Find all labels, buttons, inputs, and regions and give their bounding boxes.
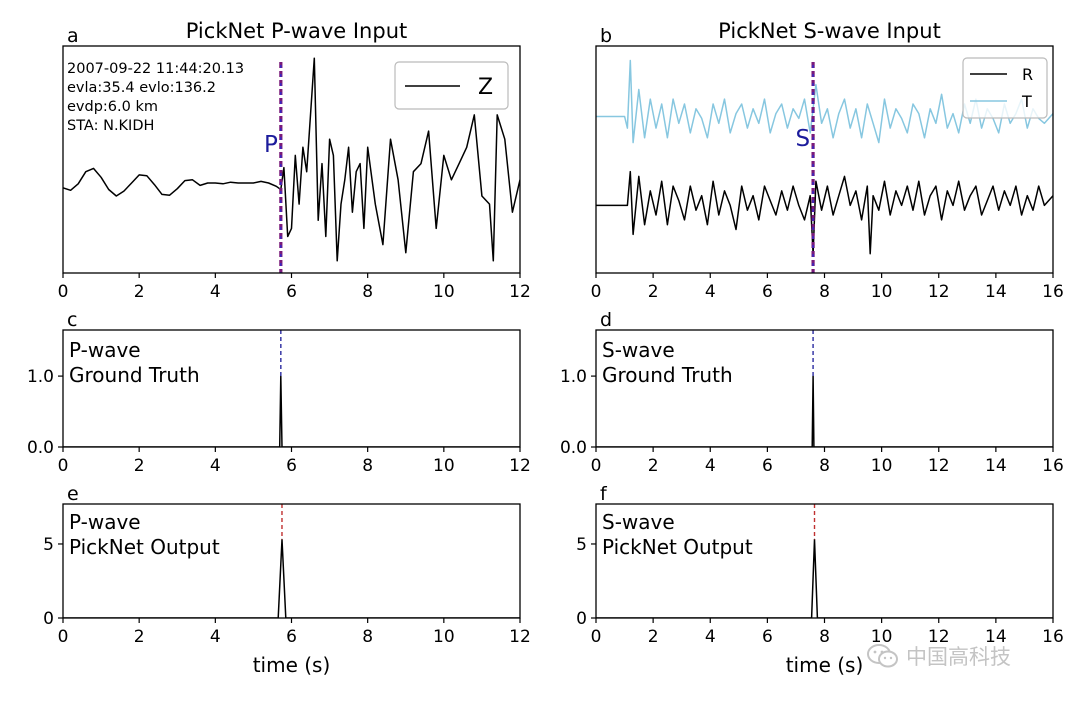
- x-tick-label-c-6: 6: [286, 456, 297, 476]
- series-line-d-0: [596, 375, 1053, 447]
- x-tick-label-e-10: 10: [433, 627, 455, 647]
- x-tick-label-b-4: 4: [705, 282, 716, 302]
- series-line-b-R: [596, 170, 1053, 255]
- panel-label-c-1: Ground Truth: [69, 363, 200, 387]
- panel-label-d-0: S-wave: [602, 338, 675, 362]
- x-tick-label-b-2: 2: [648, 282, 659, 302]
- y-tick-label-c-1: 1.0: [27, 367, 54, 387]
- panel-title-b: PickNet S-wave Input: [718, 19, 941, 43]
- x-tick-label-f-2: 2: [648, 627, 659, 647]
- panel-label-c-0: P-wave: [69, 338, 141, 362]
- x-tick-label-f-12: 12: [928, 627, 950, 647]
- x-tick-label-f-0: 0: [591, 627, 602, 647]
- panel-a: P 0 2 4 6 8 10 12 a PickNet P-wave Input 2007-09-2…: [58, 19, 531, 302]
- legend-box-b: [962, 57, 1048, 119]
- x-tick-label-d-10: 10: [871, 456, 893, 476]
- x-tick-label-c-12: 12: [509, 456, 531, 476]
- y-tick-label-f-5: 5: [576, 535, 587, 555]
- legend-label-T: T: [1021, 92, 1032, 111]
- x-tick-label-f-10: 10: [871, 627, 893, 647]
- x-tick-label-d-0: 0: [591, 456, 602, 476]
- x-tick-label-c-10: 10: [433, 456, 455, 476]
- panel-letter-a: a: [67, 25, 79, 47]
- x-tick-label-a-8: 8: [362, 282, 373, 302]
- legend-label-R: R: [1022, 65, 1033, 84]
- info-line-0: 2007-09-22 11:44:20.13: [67, 61, 244, 77]
- x-tick-label-a-10: 10: [433, 282, 455, 302]
- panel-letter-c: c: [67, 309, 77, 331]
- panel-label-e-1: PickNet Output: [69, 535, 220, 559]
- y-tick-label-e-5: 5: [43, 535, 54, 555]
- panel-b: S 0 2 4 6 8 10 12 14 16 b PickNet S-wave Input RT: [591, 19, 1064, 302]
- panel-letter-b: b: [600, 25, 612, 47]
- panel-label-f-0: S-wave: [602, 510, 675, 534]
- y-tick-label-d-0: 0.0: [560, 438, 587, 458]
- x-tick-label-a-12: 12: [509, 282, 531, 302]
- x-tick-label-c-4: 4: [210, 456, 221, 476]
- panel-letter-e: e: [67, 483, 79, 505]
- x-tick-label-b-0: 0: [591, 282, 602, 302]
- series-line-a-Z: [63, 57, 520, 262]
- panel-letter-f: f: [600, 483, 608, 505]
- x-tick-label-b-12: 12: [928, 282, 950, 302]
- x-tick-label-c-2: 2: [134, 456, 145, 476]
- x-tick-label-f-4: 4: [705, 627, 716, 647]
- y-tick-label-e-0: 0: [43, 609, 54, 629]
- y-tick-label-c-0: 0.0: [27, 438, 54, 458]
- panel-label-f-1: PickNet Output: [602, 535, 753, 559]
- legend-label-Z: Z: [478, 75, 493, 100]
- panel-label-d-1: Ground Truth: [602, 363, 733, 387]
- x-tick-label-e-0: 0: [58, 627, 69, 647]
- x-tick-label-f-6: 6: [762, 627, 773, 647]
- x-tick-label-b-14: 14: [985, 282, 1007, 302]
- info-line-1: evla:35.4 evlo:136.2: [67, 80, 216, 96]
- x-axis-label-f: time (s): [786, 653, 864, 677]
- wechat-icon: [867, 644, 898, 668]
- x-tick-label-c-8: 8: [362, 456, 373, 476]
- x-tick-label-b-6: 6: [762, 282, 773, 302]
- x-tick-label-e-6: 6: [286, 627, 297, 647]
- x-tick-label-d-14: 14: [985, 456, 1007, 476]
- x-tick-label-a-2: 2: [134, 282, 145, 302]
- x-tick-label-b-16: 16: [1042, 282, 1064, 302]
- info-line-2: evdp:6.0 km: [67, 99, 158, 115]
- x-tick-label-d-4: 4: [705, 456, 716, 476]
- panel-letter-d: d: [600, 309, 612, 331]
- x-tick-label-e-8: 8: [362, 627, 373, 647]
- x-tick-label-f-8: 8: [819, 627, 830, 647]
- y-tick-label-d-1: 1.0: [560, 367, 587, 387]
- x-tick-label-d-2: 2: [648, 456, 659, 476]
- panel-title-a: PickNet P-wave Input: [186, 19, 408, 43]
- watermark: 中国高科技: [866, 641, 1011, 671]
- x-tick-label-d-6: 6: [762, 456, 773, 476]
- x-tick-label-a-0: 0: [58, 282, 69, 302]
- x-tick-label-b-8: 8: [819, 282, 830, 302]
- x-tick-label-d-16: 16: [1042, 456, 1064, 476]
- x-axis-label-e: time (s): [253, 653, 331, 677]
- x-tick-label-d-8: 8: [819, 456, 830, 476]
- pick-label-a: P: [264, 132, 278, 158]
- panel-label-e-0: P-wave: [69, 510, 141, 534]
- x-tick-label-f-16: 16: [1042, 627, 1064, 647]
- x-tick-label-c-0: 0: [58, 456, 69, 476]
- pick-label-b: S: [795, 126, 810, 152]
- watermark-text: 中国高科技: [906, 645, 1011, 669]
- y-tick-label-f-0: 0: [576, 609, 587, 629]
- x-tick-label-d-12: 12: [928, 456, 950, 476]
- info-line-3: STA: N.KIDH: [67, 118, 154, 134]
- x-tick-label-e-4: 4: [210, 627, 221, 647]
- x-tick-label-e-12: 12: [509, 627, 531, 647]
- series-line-c-0: [63, 375, 520, 447]
- x-tick-label-e-2: 2: [134, 627, 145, 647]
- x-tick-label-a-4: 4: [210, 282, 221, 302]
- x-tick-label-f-14: 14: [985, 627, 1007, 647]
- x-tick-label-b-10: 10: [871, 282, 893, 302]
- x-tick-label-a-6: 6: [286, 282, 297, 302]
